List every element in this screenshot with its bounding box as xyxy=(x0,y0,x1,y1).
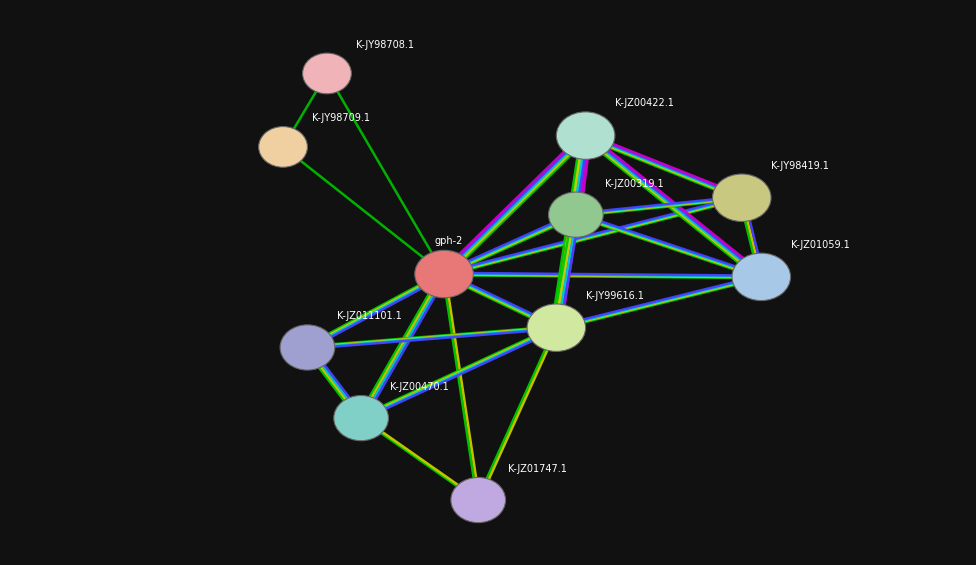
Ellipse shape xyxy=(334,396,388,441)
Ellipse shape xyxy=(527,304,586,351)
Ellipse shape xyxy=(556,112,615,159)
Ellipse shape xyxy=(303,53,351,94)
Ellipse shape xyxy=(451,477,506,523)
Ellipse shape xyxy=(280,325,335,370)
Text: K-JZ011101.1: K-JZ011101.1 xyxy=(337,311,401,321)
Text: K-JZ01747.1: K-JZ01747.1 xyxy=(508,464,566,474)
Ellipse shape xyxy=(415,250,473,298)
Text: K-JY98708.1: K-JY98708.1 xyxy=(356,40,414,50)
Text: gph-2: gph-2 xyxy=(434,236,464,246)
Text: K-JZ00470.1: K-JZ00470.1 xyxy=(390,382,449,392)
Ellipse shape xyxy=(549,192,603,237)
Text: K-JY99616.1: K-JY99616.1 xyxy=(586,290,643,301)
Text: K-JY98419.1: K-JY98419.1 xyxy=(771,160,829,171)
Ellipse shape xyxy=(712,174,771,221)
Ellipse shape xyxy=(259,127,307,167)
Text: K-JZ01059.1: K-JZ01059.1 xyxy=(791,240,849,250)
Text: K-JY98709.1: K-JY98709.1 xyxy=(312,113,370,123)
Text: K-JZ00422.1: K-JZ00422.1 xyxy=(615,98,673,108)
Text: K-JZ00319.1: K-JZ00319.1 xyxy=(605,179,664,189)
Ellipse shape xyxy=(732,253,791,301)
